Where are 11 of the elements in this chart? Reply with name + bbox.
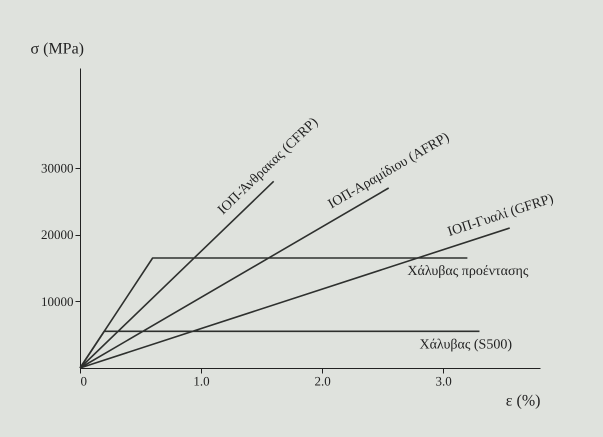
x-tick-label: 1.0 xyxy=(193,374,210,388)
y-tick-label: 20000 xyxy=(41,227,74,242)
y-tick-label: 30000 xyxy=(41,160,74,176)
series-label: Χάλυβας προέντασης xyxy=(407,264,529,279)
x-axis-title: ε (%) xyxy=(506,392,540,410)
x-tick-label: 2.0 xyxy=(314,374,331,388)
y-tick-label: 10000 xyxy=(41,294,74,309)
x-tick-label: 3.0 xyxy=(436,374,452,388)
y-axis-title: σ (MPa) xyxy=(30,40,84,58)
x-tick-label: 0 xyxy=(80,374,87,388)
series-label: Χάλυβας (S500) xyxy=(419,337,512,352)
